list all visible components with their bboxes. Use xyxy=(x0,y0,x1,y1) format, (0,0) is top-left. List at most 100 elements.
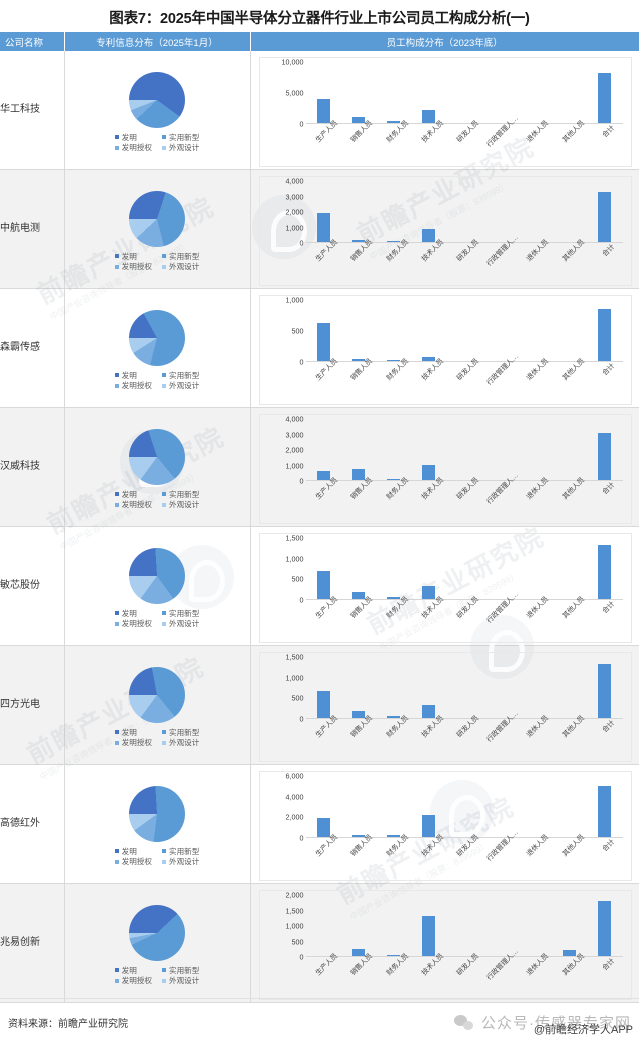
bar xyxy=(387,954,401,956)
bar-chart-frame: 4,000 3,000 2,000 1,000 0 生产人员 销售人员 财务人员 技术人员 研发人… xyxy=(258,414,632,527)
bar xyxy=(316,470,330,480)
bar-slot xyxy=(341,419,376,480)
staff-distribution-cell: 1,500 1,000 500 0 生产人员 销售人员 财务人员 技术人员 研发人员 行政管理人…… xyxy=(250,645,639,765)
bar xyxy=(598,545,612,599)
bar-slot xyxy=(552,62,587,123)
y-axis: 4,000 3,000 2,000 1,000 0 xyxy=(262,415,304,486)
legend-label: 外观设计 xyxy=(169,143,200,152)
x-label-slot: 技术人员 xyxy=(411,596,446,646)
legend-label: 实用新型 xyxy=(169,132,200,142)
bar-chart-frame: 10,000 5,000 0 生产人员 销售人员 财务人员 技术人员 研发人员 行政管理人… 退休… xyxy=(258,57,632,170)
bar xyxy=(387,597,401,599)
bar-slot xyxy=(306,300,341,361)
bar-chart-frame: 4,000 3,000 2,000 1,000 0 生产人员 销售人员 财务人员 技术人员 研发人… xyxy=(258,176,632,289)
bar-chart: 10,000 5,000 0 生产人员 销售人员 财务人员 技术人员 研发人员 行政管理人… 退休… xyxy=(251,51,639,169)
x-label-slot: 生产人员 xyxy=(306,834,341,884)
x-axis-tick-label: 合计 xyxy=(601,957,617,973)
x-axis-labels: 生产人员 销售人员 财务人员 技术人员 研发人员 行政管理人… 退休人员 其他人员 合计 xyxy=(306,829,623,884)
x-label-slot: 其他人员 xyxy=(552,596,587,646)
bar-slot xyxy=(376,538,411,599)
y-axis-tick-label: 2,000 xyxy=(285,812,304,822)
x-axis-labels: 生产人员 销售人员 财务人员 技术人员 研发人员 行政管理人… 退休人员 其他人员 合计 xyxy=(306,710,623,765)
x-label-slot: 合计 xyxy=(587,839,622,884)
pie-legend: 发明 实用新型 发明授权 外观设计 xyxy=(114,490,199,510)
legend-label: 外观设计 xyxy=(169,262,200,271)
x-axis-tick-label: 合计 xyxy=(601,362,617,378)
legend-label: 发明授权 xyxy=(121,381,152,390)
x-label-slot: 合计 xyxy=(587,362,622,408)
bar-slot xyxy=(517,776,552,837)
legend-item: 外观设计 xyxy=(162,500,199,509)
legend-item: 外观设计 xyxy=(162,143,199,152)
legend-item: 实用新型 xyxy=(162,847,199,856)
bar xyxy=(351,592,365,599)
x-label-slot: 研发人员 xyxy=(446,596,481,646)
x-label-slot: 销售人员 xyxy=(341,239,376,289)
bar xyxy=(351,711,365,718)
legend-swatch-icon xyxy=(114,730,119,735)
bar xyxy=(351,358,365,361)
bar-slot xyxy=(306,62,341,123)
bar-slot xyxy=(411,181,446,242)
y-axis-tick-label: 2,000 xyxy=(285,445,304,455)
y-axis-tick-label: 1,500 xyxy=(285,533,304,543)
bar-slot xyxy=(446,895,481,956)
pie-legend: 发明 实用新型 发明授权 外观设计 xyxy=(114,608,200,629)
y-axis-tick-label: 4,000 xyxy=(285,414,304,424)
legend-swatch-icon xyxy=(162,611,166,616)
bar-slot xyxy=(446,538,481,599)
table-header-row: 公司名称 专利信息分布（2025年1月） 员工构成分布（2023年底） xyxy=(0,32,639,51)
x-label-slot: 生产人员 xyxy=(306,715,341,765)
bar-slot xyxy=(446,300,481,361)
x-label-slot: 其他人员 xyxy=(552,834,587,884)
x-label-slot: 行政管理人… xyxy=(482,115,520,170)
bar-slot xyxy=(552,657,587,718)
bar-slot xyxy=(341,657,376,718)
bar-slot xyxy=(306,538,341,599)
legend-swatch-icon xyxy=(114,135,119,140)
legend-swatch-icon xyxy=(162,621,166,626)
y-axis-tick-label: 1,000 xyxy=(285,921,304,931)
legend-item: 发明授权 xyxy=(114,143,152,152)
x-label-slot: 销售人员 xyxy=(341,834,376,884)
x-label-slot: 研发人员 xyxy=(446,358,481,408)
company-name-cell: 四方光电 xyxy=(0,645,65,765)
bar-series xyxy=(306,62,623,123)
x-label-slot: 销售人员 xyxy=(341,953,376,1003)
x-label-slot: 销售人员 xyxy=(341,120,376,170)
pie-legend: 发明 实用新型 发明授权 外观设计 xyxy=(114,728,199,748)
pie-chart: 发明 实用新型 发明授权 外观设计 xyxy=(65,408,250,526)
legend-label: 发明 xyxy=(121,370,137,380)
bar-chart: 1,500 1,000 500 0 生产人员 销售人员 财务人员 技术人员 研发人员 行政管理人…… xyxy=(251,527,639,645)
legend-item: 外观设计 xyxy=(162,738,199,747)
y-axis-tick-label: 0 xyxy=(299,595,304,605)
table-row: 四方光电发明 实用新型 发明授权 外观设计 1,500 1,000 500 0 生产人员 销售人员… xyxy=(0,645,639,765)
legend-label: 外观设计 xyxy=(169,857,200,866)
legend-swatch-icon xyxy=(162,730,166,735)
x-label-slot: 财务人员 xyxy=(376,596,411,646)
pie-legend: 发明 实用新型 发明授权 外观设计 xyxy=(114,966,199,986)
bar-chart: 1,500 1,000 500 0 生产人员 销售人员 财务人员 技术人员 研发人员 行政管理人…… xyxy=(251,646,639,764)
x-label-slot: 销售人员 xyxy=(341,596,376,646)
pie-chart: 发明 实用新型 发明授权 外观设计 xyxy=(65,51,250,169)
y-axis-tick-label: 1,000 xyxy=(285,295,304,305)
x-label-slot: 财务人员 xyxy=(376,120,411,170)
bar xyxy=(598,664,612,718)
bar-slot xyxy=(306,776,341,837)
y-axis-tick-label: 1,000 xyxy=(285,673,304,683)
bar-slot xyxy=(587,776,622,837)
bar-slot xyxy=(376,300,411,361)
legend-label: 实用新型 xyxy=(169,608,200,618)
legend-label: 发明 xyxy=(121,251,137,261)
x-label-slot: 财务人员 xyxy=(376,477,411,527)
legend-item: 发明 xyxy=(114,490,152,499)
x-axis-labels: 生产人员 销售人员 财务人员 技术人员 研发人员 行政管理人… 退休人员 其他人员 合计 xyxy=(306,115,623,170)
bar xyxy=(316,571,330,599)
bar-series xyxy=(306,181,623,242)
x-label-slot: 合计 xyxy=(587,482,622,527)
pie-legend: 发明 实用新型 发明授权 外观设计 xyxy=(114,132,200,153)
pie-chart-graphic xyxy=(129,190,185,247)
legend-item: 实用新型 xyxy=(162,966,199,975)
y-axis-tick-label: 5,000 xyxy=(285,88,304,98)
bar xyxy=(316,99,330,123)
